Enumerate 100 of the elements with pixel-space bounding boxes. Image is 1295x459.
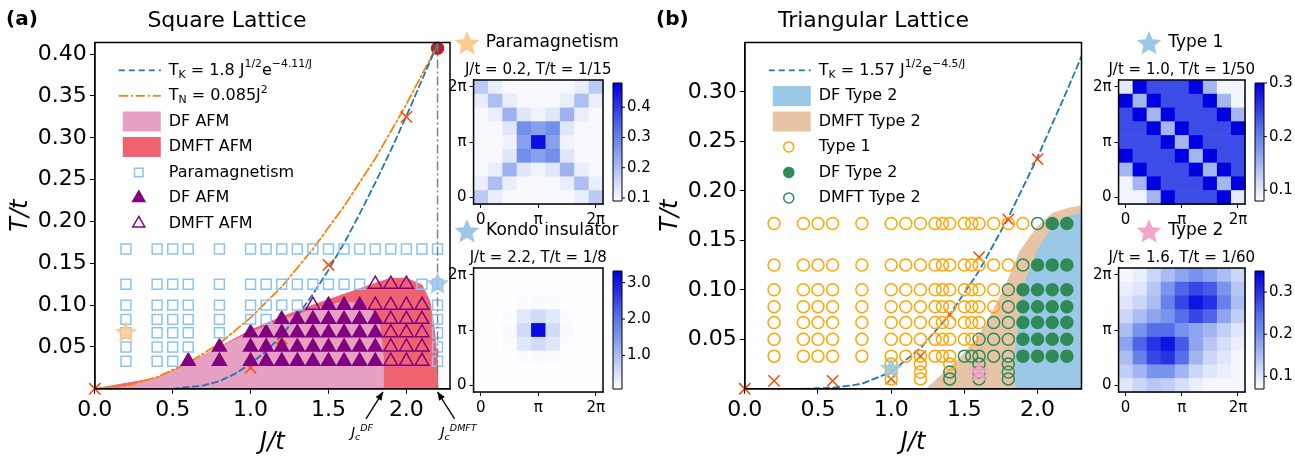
point [1060,349,1074,363]
point [289,338,305,352]
point [289,310,305,325]
point [1060,216,1074,231]
x-tick-label: 1.5 [310,395,346,421]
x-tick-label: 1.0 [233,395,269,421]
legend-label: DMFT AFM [168,212,253,232]
point [414,323,430,338]
chart-subtitle: J/t = 0.2, T/t = 1/15 [463,59,612,78]
point [1060,299,1074,314]
color-bar-label: 0.2 [627,157,651,176]
point [383,275,399,289]
x-tick-label: 0 [475,209,486,228]
chart-title: Square Lattice [147,6,307,32]
x-tick-label: 2.0 [1020,395,1056,421]
point [258,323,274,338]
legend-label: DF Type 2 [818,85,898,105]
y-tick-label: π [1102,131,1112,150]
point [274,338,290,352]
y-tick-label: π [457,131,467,150]
point [336,323,352,338]
point [957,349,972,363]
point [305,323,321,338]
y-tick-label: π [1102,319,1112,338]
point [767,374,781,388]
chart-title: Type 1 [1167,31,1224,52]
point [1001,315,1016,330]
point [336,352,352,366]
point [414,310,430,325]
point [398,310,415,325]
point [964,349,979,363]
x-tick-label: 0.0 [77,395,113,421]
point [1001,299,1016,314]
y-tick-label: 0.40 [37,39,87,65]
point [1016,258,1030,272]
point [1030,258,1045,272]
y-tick-label: 0 [1102,375,1112,393]
point [383,310,399,325]
y-tick-label: 0.10 [37,290,87,316]
color-bar-label: 3.0 [627,272,651,291]
point [351,338,368,352]
point [367,323,383,338]
point [367,338,383,352]
point [274,310,290,325]
color-bar-label: 0.4 [627,97,651,116]
point [351,323,368,338]
point [398,275,415,289]
y-tick-label: 2π [1093,76,1112,95]
point [1030,332,1045,347]
y-tick-label: 0 [1102,187,1112,205]
legend-label: DMFT AFM [168,136,253,156]
point [1030,315,1045,330]
x-tick-label: 0 [475,397,486,416]
color-bar-label: 2.0 [627,308,651,327]
point [1045,216,1059,231]
chart-subtitle: J/t = 1.6, T/t = 1/60 [1107,247,1256,266]
y-tick-label: 0 [457,375,467,393]
point [242,352,259,366]
color-bar-label: 0.1 [1269,366,1293,385]
point [1001,332,1016,347]
point [336,310,352,325]
point [1001,365,1016,379]
color-bar-label: 0.3 [627,127,651,146]
color-bar-label: 0.2 [1269,126,1293,145]
x-tick-label: 2π [586,397,606,416]
color-bar-label: 0.2 [1269,324,1293,343]
point [289,323,305,338]
point [967,359,991,382]
y-tick-label: 0.20 [37,207,87,233]
chart-subtitle: J/t = 2.2, T/t = 1/8 [468,247,607,266]
point [320,323,337,338]
point [1016,299,1030,314]
point [1001,357,1016,371]
point [336,296,352,310]
point [1030,216,1045,231]
point [1030,299,1045,314]
point [305,310,321,325]
point [305,296,321,310]
point [242,338,259,352]
point [1060,258,1074,272]
point [826,374,840,388]
point [367,352,383,366]
point [1045,299,1059,314]
point [320,352,337,366]
point [414,338,430,352]
point [398,352,415,366]
y-tick-label: 0.35 [37,81,87,107]
x-tick-label: π [533,397,543,416]
point [383,352,399,366]
point [383,296,399,310]
y-tick-label: 0.15 [687,226,737,252]
point [398,338,415,352]
x-axis-title: J/t [896,426,928,455]
point [320,296,337,310]
point [1001,372,1016,386]
point [1031,152,1044,166]
chart-subtitle: J/t = 1.0, T/t = 1/50 [1107,59,1256,78]
color-bar-label: 0.3 [1269,281,1293,300]
x-tick-label: π [1177,397,1187,416]
point [1016,332,1030,347]
